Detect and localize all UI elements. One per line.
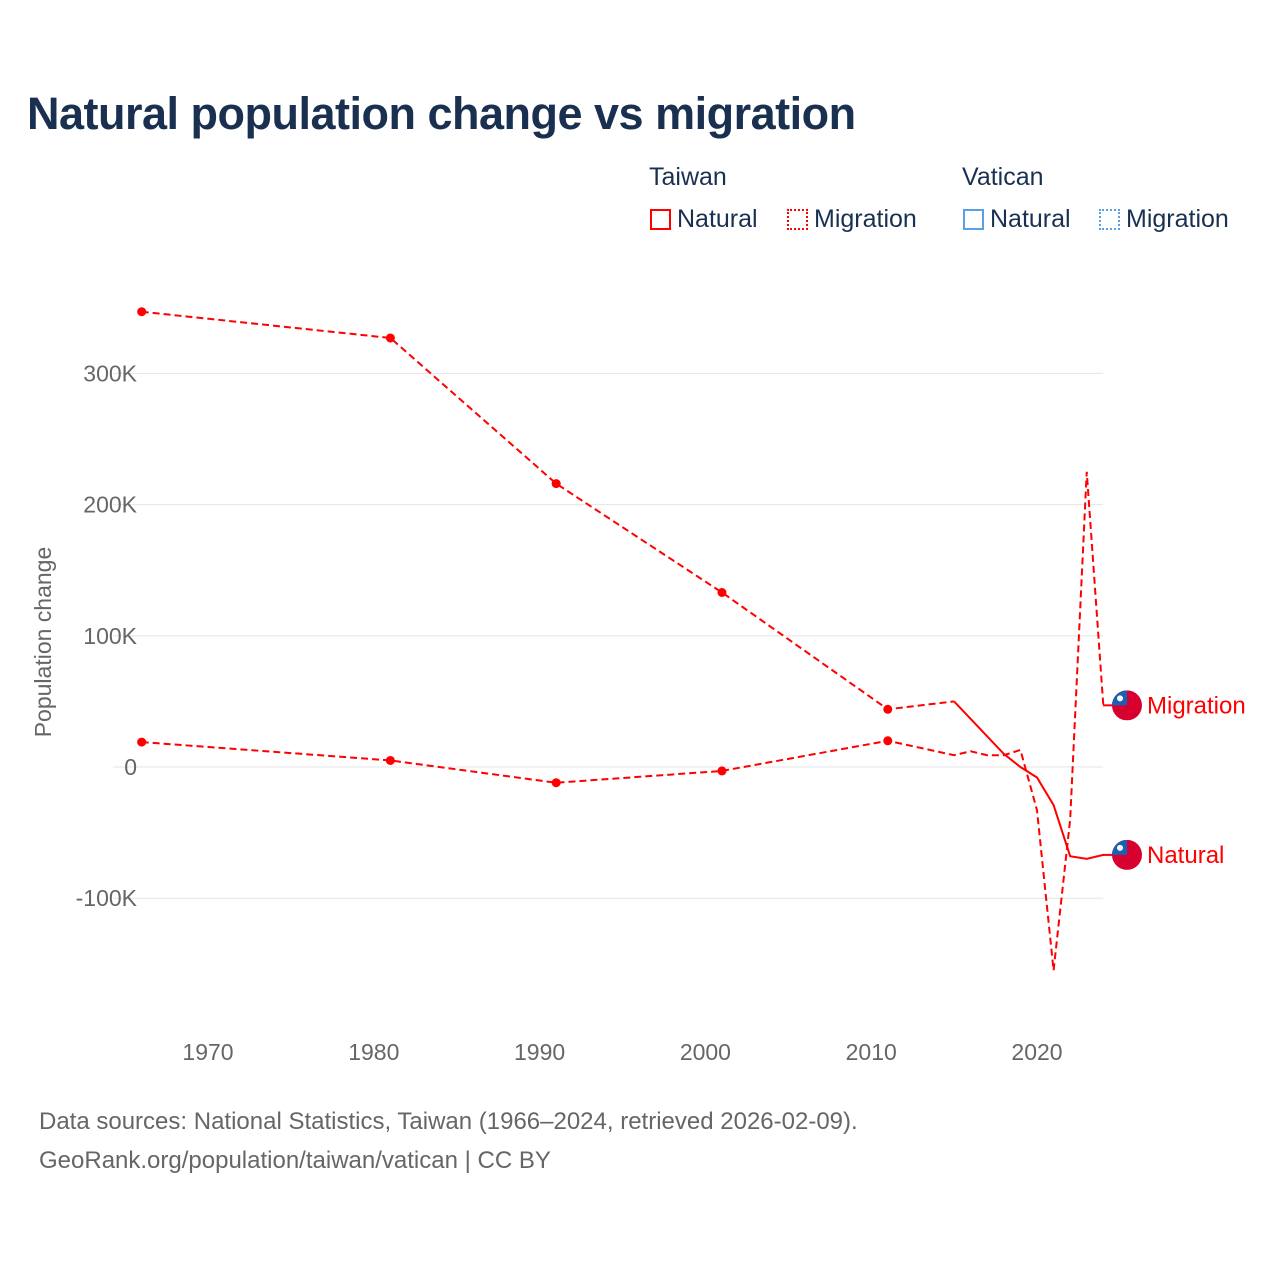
footer-sources: Data sources: National Statistics, Taiwa…	[39, 1108, 858, 1135]
series-end-label: Migration	[1147, 692, 1246, 719]
chart-title: Natural population change vs migration	[27, 88, 856, 139]
legend-vatican-migration[interactable]: Migration	[1099, 205, 1229, 234]
x-tick-label: 1970	[182, 1039, 233, 1065]
legend-label: Natural	[990, 205, 1071, 233]
y-axis-label: Population change	[30, 547, 56, 738]
series-line-natural-dashed	[141, 310, 955, 711]
legend-group-vatican: Vatican	[962, 163, 1044, 191]
legend-vatican-natural[interactable]: Natural	[963, 205, 1071, 234]
data-point	[551, 479, 561, 489]
data-point	[883, 736, 893, 746]
series-line-migration-dashed	[141, 471, 1105, 971]
data-point	[551, 778, 561, 788]
data-point	[137, 737, 147, 747]
data-point	[717, 588, 727, 598]
data-point	[137, 307, 147, 317]
data-point	[717, 766, 727, 776]
y-tick-label: 100K	[83, 623, 137, 649]
y-tick-label: -100K	[76, 885, 138, 911]
x-tick-label: 1990	[514, 1039, 565, 1065]
x-tick-label: 2000	[680, 1039, 731, 1065]
data-point	[385, 333, 395, 343]
legend-label: Migration	[814, 205, 917, 233]
legend-taiwan-natural[interactable]: Natural	[650, 205, 758, 234]
y-tick-label: 200K	[83, 492, 137, 518]
legend-label: Natural	[677, 205, 758, 233]
y-tick-label: 300K	[83, 360, 137, 386]
x-tick-label: 1980	[348, 1039, 399, 1065]
y-tick-label: 0	[124, 754, 137, 780]
series-line-natural	[953, 700, 1104, 860]
legend-group-taiwan: Taiwan	[649, 163, 727, 191]
data-point	[385, 755, 395, 765]
legend-label: Migration	[1126, 205, 1229, 233]
legend-taiwan-migration[interactable]: Migration	[787, 205, 917, 234]
taiwan-flag-icon	[1112, 839, 1142, 870]
x-tick-label: 2010	[846, 1039, 897, 1065]
series-end-label: Natural	[1147, 842, 1224, 869]
data-point	[883, 704, 893, 714]
footer-credit: GeoRank.org/population/taiwan/vatican | …	[39, 1147, 551, 1174]
taiwan-flag-icon	[1112, 690, 1142, 721]
x-tick-label: 2020	[1011, 1039, 1062, 1065]
